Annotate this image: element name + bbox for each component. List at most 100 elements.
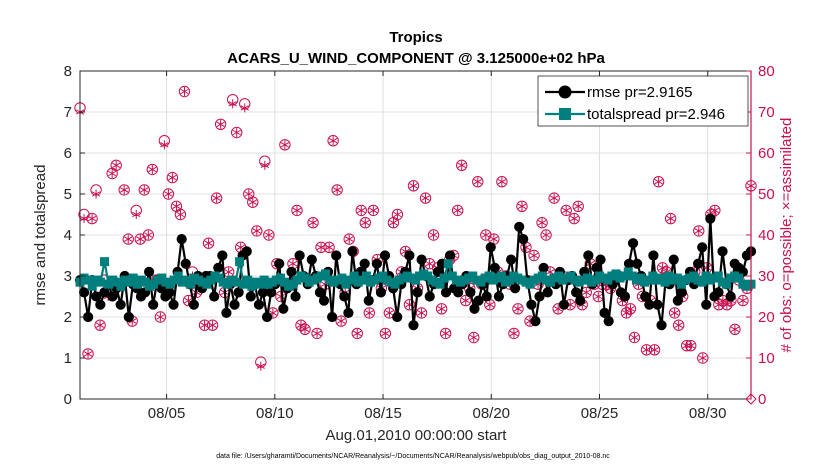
rmse-point (412, 287, 423, 298)
assimilated-obs-point (425, 259, 434, 269)
y-tick-label: 6 (64, 145, 72, 162)
rmse-point (91, 291, 102, 302)
possible-obs-point (206, 319, 219, 331)
assimilated-obs-point (353, 328, 362, 338)
assimilated-obs-point (389, 218, 398, 228)
assimilated-obs-point (670, 308, 679, 318)
possible-obs-point (263, 229, 275, 241)
assimilated-obs-point (248, 197, 257, 207)
assimilated-obs-point (95, 320, 105, 330)
chart-subtitle: ACARS_U_WIND_COMPONENT @ 3.125000e+02 hP… (227, 50, 605, 67)
rmse-point (78, 287, 90, 298)
assimilated-obs-point (698, 353, 707, 363)
assimilated-obs-point (252, 226, 261, 236)
rmse-point (233, 287, 244, 298)
assimilated-obs-point (244, 189, 253, 199)
assimilated-obs-point (107, 169, 117, 178)
possible-obs-point (82, 348, 94, 360)
assimilated-obs-point (176, 210, 185, 219)
assimilated-obs-point (497, 177, 507, 187)
assimilated-obs-point (537, 218, 547, 228)
possible-obs-point (198, 319, 211, 331)
possible-obs-point (367, 204, 380, 217)
rmse-point (534, 291, 545, 302)
rmse-point (168, 299, 179, 310)
y-axis-label-right: # of obs: o=possible; ×=assimilated (778, 118, 795, 353)
possible-obs-point (291, 204, 303, 217)
rmse-point (408, 320, 419, 331)
rmse-point (453, 287, 464, 298)
legend-label: rmse pr=2.9165 (587, 84, 692, 101)
rmse-point (416, 254, 427, 265)
rmse-point (530, 316, 541, 327)
rmse-point (306, 254, 317, 265)
y-tick-label-right: 80 (758, 63, 775, 80)
possible-obs-point (355, 204, 367, 217)
possible-obs-point (451, 204, 464, 217)
rmse-point (221, 307, 232, 318)
assimilated-obs-point (87, 214, 97, 224)
assimilated-obs-point (710, 205, 720, 215)
possible-obs-point (560, 204, 572, 217)
rmse-point (253, 299, 265, 310)
y-tick-label: 5 (64, 186, 72, 203)
rmse-point (229, 299, 240, 310)
y-tick-label-right: 40 (758, 227, 775, 244)
assimilated-obs-point (264, 230, 274, 240)
assimilated-obs-point (469, 333, 478, 342)
totalspread-point (230, 277, 240, 287)
assimilated-obs-point (240, 103, 249, 113)
possible-obs-point (693, 225, 705, 237)
assimilated-obs-point (124, 234, 133, 244)
legend-marker (558, 85, 572, 99)
possible-obs-point (331, 184, 343, 196)
legend-marker (559, 108, 571, 120)
possible-obs-point (681, 340, 693, 352)
rmse-point (656, 320, 667, 331)
possible-obs-point (146, 163, 159, 176)
assimilated-obs-point (312, 328, 322, 338)
assimilated-obs-point (168, 173, 177, 183)
x-tick-label: 08/25 (581, 405, 619, 422)
assimilated-obs-point (337, 316, 346, 326)
possible-obs-point (685, 340, 697, 352)
rmse-point (526, 299, 537, 310)
rmse-point (648, 250, 659, 261)
x-axis-label: Aug.01,2010 00:00:00 start (326, 427, 508, 444)
x-tick-label: 08/20 (472, 405, 510, 422)
assimilated-obs-point (574, 201, 583, 211)
assimilated-obs-point (457, 160, 466, 170)
rmse-point (424, 291, 435, 302)
rmse-point (245, 291, 256, 302)
assimilated-obs-point (208, 320, 217, 330)
rmse-point (717, 246, 728, 257)
possible-obs-point (307, 217, 319, 229)
y-tick-label: 7 (64, 104, 72, 121)
possible-obs-point (142, 229, 155, 241)
rmse-point (375, 287, 387, 298)
possible-obs-point (247, 196, 259, 208)
rmse-point (676, 287, 687, 298)
rmse-point (538, 262, 549, 273)
possible-obs-point (407, 180, 420, 192)
assimilated-obs-point (582, 287, 591, 297)
possible-obs-point (315, 241, 327, 254)
assimilated-obs-point (160, 140, 169, 150)
assimilated-obs-point (481, 230, 490, 240)
assimilated-obs-point (79, 214, 89, 224)
rmse-point (392, 311, 403, 323)
assimilated-obs-point (296, 320, 306, 330)
rmse-point (558, 299, 570, 310)
possible-obs-point (427, 229, 440, 241)
rmse-point (404, 250, 415, 261)
rmse-point (314, 287, 326, 298)
rmse-point (583, 250, 594, 261)
rmse-point (481, 291, 492, 302)
possible-obs-point (540, 229, 552, 241)
rmse-point (469, 303, 480, 314)
rmse-point (514, 221, 525, 232)
rmse-point (188, 299, 199, 310)
possible-obs-point (110, 159, 122, 172)
rmse-point (148, 299, 159, 310)
assimilated-obs-point (650, 345, 659, 355)
